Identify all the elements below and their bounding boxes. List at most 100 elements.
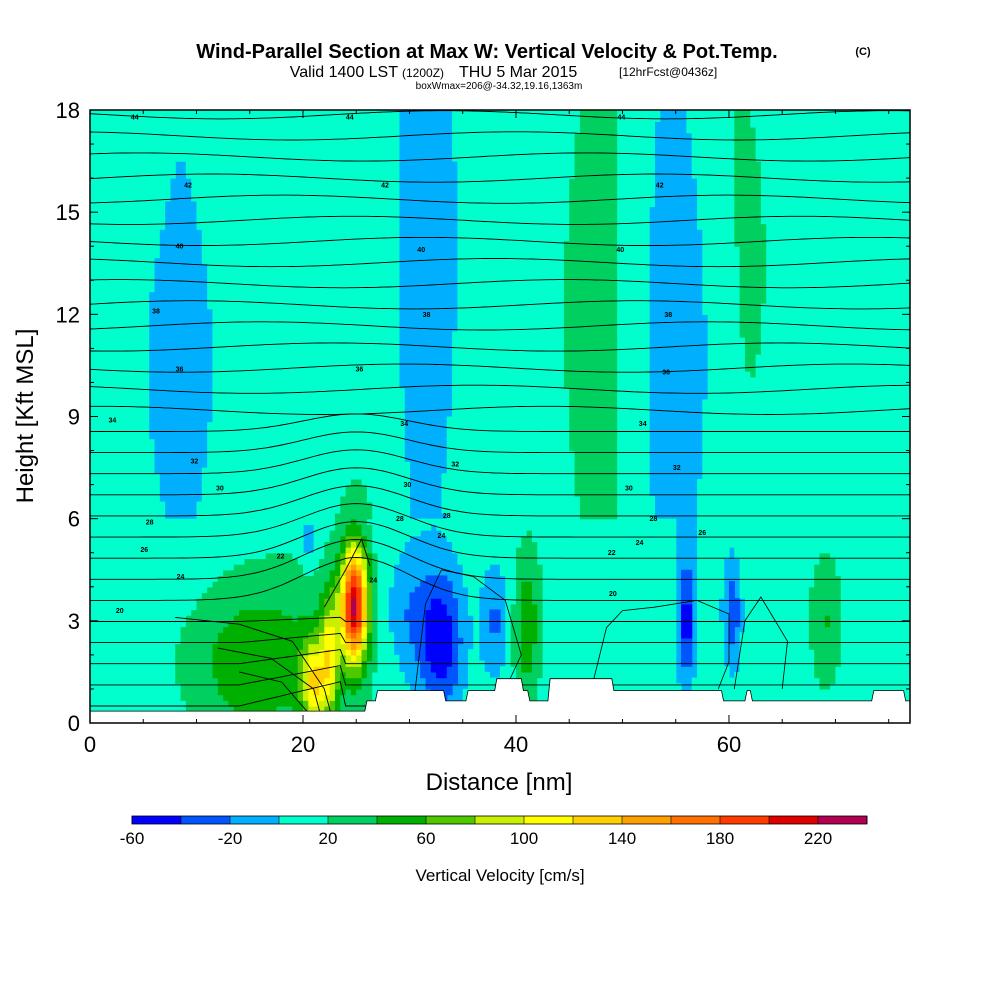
w-cell	[622, 649, 629, 656]
w-cell	[787, 547, 794, 554]
w-cell	[718, 632, 725, 639]
w-cell	[473, 547, 480, 554]
w-cell	[313, 569, 320, 577]
w-cell	[276, 552, 283, 559]
w-cell	[728, 530, 735, 537]
w-cell	[734, 620, 741, 628]
w-cell	[521, 649, 528, 656]
w-cell	[100, 569, 107, 577]
w-cell	[760, 603, 767, 611]
w-cell	[175, 637, 182, 645]
w-cell	[494, 609, 501, 616]
w-cell	[776, 569, 783, 577]
w-cell	[611, 620, 618, 628]
w-cell	[750, 626, 757, 633]
w-cell	[281, 592, 288, 599]
w-cell	[372, 609, 379, 616]
w-cell	[899, 530, 906, 537]
w-cell	[537, 547, 544, 554]
w-cell	[766, 530, 773, 537]
w-cell	[840, 598, 847, 605]
w-cell	[255, 632, 261, 639]
w-cell	[382, 615, 389, 622]
w-cell	[292, 615, 299, 622]
w-cell	[697, 626, 703, 633]
w-cell	[287, 581, 293, 588]
w-cell	[760, 552, 767, 559]
w-cell	[255, 518, 261, 525]
w-cell	[638, 677, 645, 684]
w-cell	[265, 530, 272, 537]
w-cell	[478, 581, 485, 588]
w-cell	[697, 643, 703, 650]
w-cell	[95, 592, 102, 599]
w-cell	[649, 671, 656, 679]
w-cell	[100, 705, 107, 713]
w-cell	[393, 654, 400, 662]
w-cell	[191, 586, 198, 594]
w-cell	[824, 581, 831, 588]
w-cell	[356, 683, 363, 690]
w-cell	[356, 666, 363, 673]
w-cell	[340, 530, 347, 537]
w-cell	[878, 637, 884, 645]
w-cell	[904, 558, 910, 565]
w-cell	[883, 620, 890, 628]
w-cell	[862, 564, 868, 571]
w-cell	[846, 671, 853, 679]
w-cell	[457, 558, 464, 565]
w-cell	[776, 626, 783, 633]
w-cell	[654, 541, 661, 548]
w-cell	[212, 518, 219, 525]
w-cell	[798, 558, 805, 565]
w-cell	[569, 581, 576, 588]
w-cell	[585, 581, 592, 588]
w-cell	[169, 671, 176, 679]
w-cell	[446, 535, 453, 542]
w-cell	[457, 541, 464, 548]
w-cell	[814, 581, 821, 588]
w-cell	[665, 620, 671, 628]
w-cell	[872, 564, 879, 571]
w-cell	[436, 643, 443, 650]
w-cell	[739, 683, 746, 690]
w-cell	[244, 569, 251, 577]
w-cell	[904, 666, 910, 673]
w-cell	[185, 688, 192, 696]
w-cell	[425, 620, 432, 628]
w-cell	[228, 700, 235, 707]
w-cell	[121, 615, 128, 622]
w-cell	[702, 609, 709, 616]
w-cell	[702, 671, 709, 679]
w-cell	[350, 666, 357, 673]
w-cell	[164, 592, 171, 599]
w-cell	[611, 569, 618, 577]
w-cell	[366, 620, 373, 628]
w-cell	[888, 654, 895, 662]
w-cell	[643, 541, 650, 548]
w-cell	[350, 552, 357, 559]
w-cell	[329, 564, 336, 571]
w-cell	[228, 654, 235, 662]
w-cell	[255, 581, 261, 588]
w-cell	[345, 535, 352, 542]
w-cell	[95, 603, 102, 611]
w-cell	[888, 524, 895, 531]
w-cell	[159, 677, 166, 684]
w-cell	[223, 609, 230, 616]
w-cell	[473, 643, 480, 650]
w-cell	[771, 654, 778, 662]
w-cell	[100, 620, 107, 628]
w-cell	[787, 615, 794, 622]
w-cell	[382, 558, 389, 565]
w-cell	[105, 654, 112, 662]
w-cell	[904, 535, 910, 542]
w-cell	[798, 649, 805, 656]
w-cell	[862, 666, 868, 673]
w-cell	[297, 609, 304, 616]
w-cell	[329, 666, 336, 673]
w-cell	[143, 592, 150, 599]
w-cell	[148, 643, 155, 650]
w-cell	[292, 592, 299, 599]
w-cell	[835, 592, 842, 599]
